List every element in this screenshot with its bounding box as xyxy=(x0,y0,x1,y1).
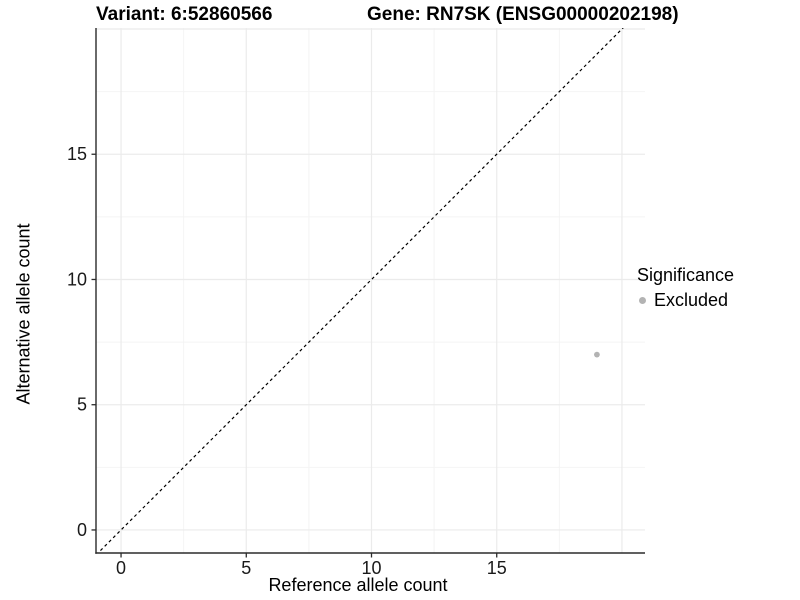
y-tick-label: 10 xyxy=(67,269,87,289)
x-axis-title: Reference allele count xyxy=(268,575,448,595)
identity-line xyxy=(97,28,624,553)
y-tick-label: 5 xyxy=(77,395,87,415)
y-axis-title: Alternative allele count xyxy=(13,223,34,405)
x-tick-label: 5 xyxy=(241,558,251,578)
legend-item-excluded: Excluded xyxy=(639,290,734,311)
data-point xyxy=(594,351,600,358)
x-tick-label: 10 xyxy=(361,558,381,578)
y-tick-label: 0 xyxy=(77,520,87,540)
y-tick-label: 15 xyxy=(67,144,87,164)
plot-title-variant: Variant: 6:52860566 xyxy=(96,4,273,25)
plot-title-gene: Gene: RN7SK (ENSG00000202198) xyxy=(367,4,679,25)
legend-point-marker-icon xyxy=(639,297,646,304)
x-tick-label: 0 xyxy=(116,558,126,578)
legend-title: Significance xyxy=(637,265,735,285)
x-tick-label: 15 xyxy=(487,558,507,578)
legend-item-label: Excluded xyxy=(654,290,729,310)
legend: Significance Excluded xyxy=(637,265,734,311)
